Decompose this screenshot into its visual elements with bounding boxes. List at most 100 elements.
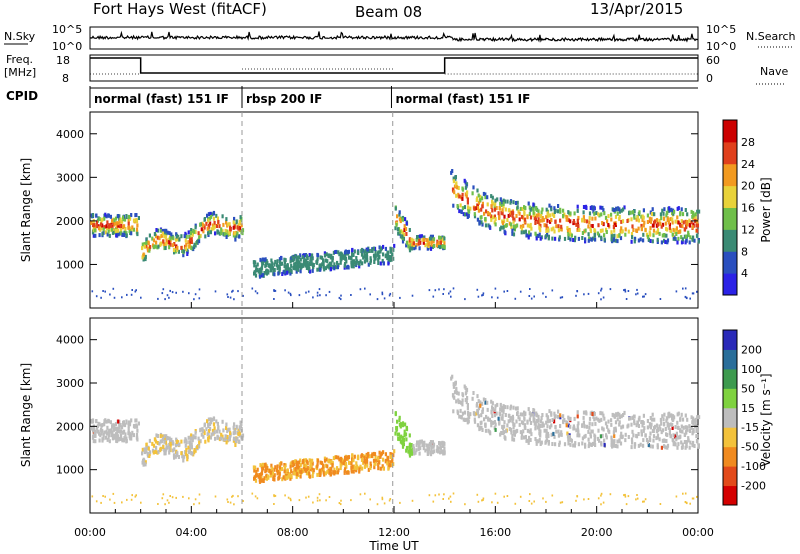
power-echo [97,224,100,229]
power-echo [491,195,494,200]
power-echo [480,215,483,220]
velocity-echo [297,460,300,465]
power-echo [558,237,561,242]
power-colorbar-tick: 16 [741,202,755,215]
velocity-echo [633,419,636,424]
velocity-echo [365,452,368,457]
power-echo [646,213,649,218]
velocity-echo [422,446,425,451]
velocity-echo [379,466,382,471]
velocity-echo [653,425,657,430]
power-echo [687,230,690,235]
velocity-echo [164,451,167,456]
power-echo [279,260,282,265]
power-echo [414,245,417,250]
velocity-echo [559,432,562,437]
power-echo [225,217,228,222]
velocity-echo-near [602,501,605,504]
velocity-echo [503,405,507,410]
velocity-echo [259,463,262,468]
power-echo [621,219,625,224]
velocity-echo [115,438,118,443]
velocity-echo [351,453,354,458]
power-echo [235,220,238,225]
power-echo [412,238,415,243]
velocity-echo [238,439,241,444]
velocity-echo [310,463,313,468]
velocity-echo [108,430,111,435]
power-echo-near [289,292,292,295]
power-echo-near [559,296,562,299]
velocity-echo [417,440,421,445]
velocity-echo-near [130,498,133,501]
velocity-echo-near [464,503,466,506]
velocity-echo [528,429,531,434]
velocity-echo [98,422,101,427]
power-echo [405,243,408,248]
power-echo [572,238,575,242]
power-echo [186,248,189,253]
power-echo [587,232,590,237]
velocity-echo [351,456,354,461]
velocity-echo [173,447,176,452]
velocity-echo [475,411,478,416]
power-echo [377,255,380,260]
power-echo [665,213,668,218]
velocity-echo-near [551,494,554,497]
power-echo-near [232,289,234,292]
power-echo [293,266,296,271]
power-echo-near [529,288,531,290]
velocity-echo [210,420,213,425]
power-echo [108,224,111,229]
velocity-echo [252,465,255,470]
velocity-echo-near [597,497,600,500]
power-echo [601,221,604,225]
velocity-echo [130,433,133,438]
power-echo [199,233,202,238]
velocity-echo [123,436,126,441]
velocity-echo [600,417,603,422]
velocity-echo [378,450,381,455]
power-echo [521,207,524,211]
power-echo [411,242,414,247]
power-echo [528,212,531,216]
velocity-echo [327,458,330,463]
velocity-echo [661,428,665,433]
velocity-echo-near [689,502,691,505]
power-echo [691,214,694,219]
velocity-echo [166,436,169,440]
power-echo [386,256,389,261]
velocity-echo [418,451,421,456]
power-colorbar-tick: 8 [741,245,748,258]
power-echo [692,235,695,240]
velocity-echo [643,426,646,431]
velocity-echo [183,454,186,459]
colorbar-swatch [723,141,737,165]
power-echo [194,243,197,248]
power-echo [477,208,480,213]
power-echo [601,205,604,210]
velocity-echo [535,412,538,417]
power-echo [171,243,175,248]
power-echo-near [350,294,352,296]
power-echo [220,231,223,236]
power-echo [283,264,286,269]
power-echo [233,216,236,221]
power-echo [610,230,613,235]
velocity-echo-near [175,496,177,499]
velocity-echo-near [636,494,638,496]
velocity-echo [616,417,619,422]
velocity-echo [662,417,665,422]
velocity-echo [619,441,623,446]
velocity-echo [630,422,633,427]
velocity-echo-near [325,499,327,502]
velocity-echo [161,436,165,441]
power-echo-near [164,298,166,301]
power-echo [467,213,470,218]
power-echo [631,235,634,240]
velocity-echo [223,437,226,442]
velocity-echo [180,439,183,444]
velocity-echo-near [449,495,452,498]
power-echo [163,234,166,239]
